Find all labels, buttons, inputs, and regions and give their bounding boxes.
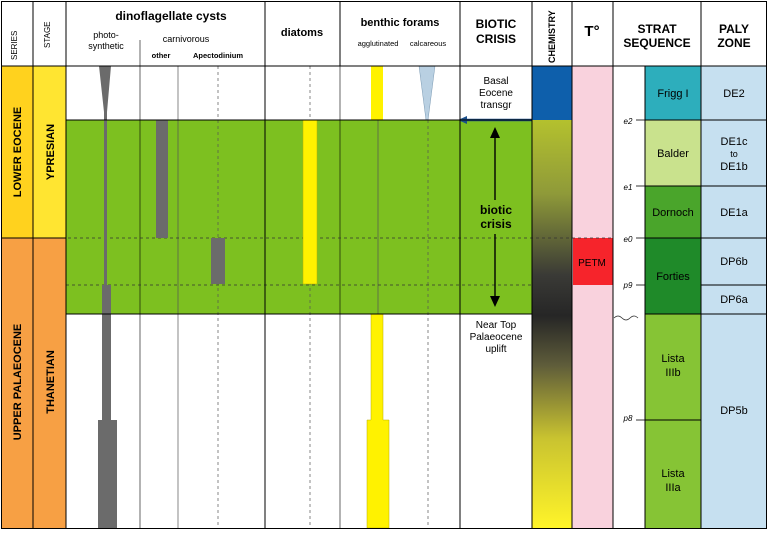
series-upper-palaeocene-label: UPPER PALAEOCENE [12, 324, 24, 441]
sequence-lista-block [645, 314, 701, 528]
header-benthic: benthic forams [361, 17, 440, 29]
header-strat: STRAT [637, 22, 677, 36]
header-crisis: CRISIS [476, 32, 516, 46]
reference-lines [177, 66, 429, 528]
sequence-balder-label: Balder [657, 148, 689, 160]
header-zone: ZONE [717, 36, 750, 50]
chemistry-gradient [532, 120, 572, 528]
photosynthetic-range-bar [98, 66, 117, 528]
series-lower-eocene-fill [2, 66, 33, 238]
paly-zone-column [701, 66, 767, 528]
paly-de2-label: DE2 [723, 88, 744, 100]
header-diatoms: diatoms [281, 27, 323, 39]
temperature-column [572, 66, 613, 528]
paly-dp6a-label: DP6a [720, 294, 748, 306]
paly-dp6b-label: DP6b [720, 256, 748, 268]
chemistry-blue-block [532, 66, 572, 120]
sequence-dornoch-label: Dornoch [652, 207, 694, 219]
series-lower-eocene-label: LOWER EOCENE [12, 107, 24, 197]
petm-block [573, 238, 613, 285]
stage-thanetian-fill [33, 238, 66, 528]
paly-dp5b-label: DP5b [720, 405, 748, 417]
sequence-lista3a-label-1: Lista [661, 468, 685, 480]
header-paly: PALY [719, 22, 749, 36]
header-temperature: T° [584, 23, 599, 40]
surface-p8: p8 [623, 414, 633, 423]
crisis-label-bg [476, 200, 514, 234]
sequence-dornoch-block [645, 186, 701, 238]
annotation-biotic: biotic [480, 203, 512, 217]
paly-to-label: to [730, 149, 738, 159]
annotation-palaeocene: Palaeocene [470, 332, 523, 343]
header-calcareous: calcareous [410, 39, 447, 48]
unconformity-wave [613, 315, 639, 321]
header-series: SERIES [10, 31, 19, 60]
paly-de1c-label: DE1c [721, 136, 748, 148]
sequence-frigg-label: Frigg I [657, 88, 688, 100]
series-upper-palaeocene-fill [2, 238, 33, 528]
sequence-lista3b-label-1: Lista [661, 353, 685, 365]
stage-ypresian-fill [33, 66, 66, 238]
header-photo-1: photo- [93, 30, 119, 40]
paly-de1a-label: DE1a [720, 207, 748, 219]
annotation-uplift: uplift [485, 344, 506, 355]
sequence-balder-block [645, 120, 701, 186]
header-biotic: BIOTIC [476, 17, 517, 31]
header-stage: STAGE [43, 21, 52, 48]
sequence-lista3a-label-2: IIIa [665, 482, 681, 494]
annotation-basal: Basal [483, 76, 508, 87]
inner-dividers [139, 40, 341, 528]
annotation-near-top: Near Top [476, 320, 517, 331]
sequence-forties-label: Forties [656, 271, 690, 283]
surface-ticks [636, 119, 645, 421]
header-carnivorous: carnivorous [163, 34, 210, 44]
annotation-eocene: Eocene [479, 88, 513, 99]
annotation-crisis: crisis [480, 217, 512, 231]
header-chemistry: CHEMISTRY [547, 10, 557, 63]
agglutinated-bar-upper [371, 66, 383, 120]
header-sequence: SEQUENCE [623, 36, 690, 50]
surface-e2: e2 [624, 117, 633, 126]
sequence-lista3b-label-2: IIIb [665, 367, 680, 379]
annotation-transgr: transgr [480, 100, 512, 111]
diatoms-bar [302, 119, 318, 285]
sequence-forties-block [645, 238, 701, 314]
header-dinoflagellate: dinoflagellate cysts [115, 9, 227, 23]
surface-e0: e0 [624, 235, 633, 244]
other-carnivorous-bar [156, 120, 168, 238]
petm-label: PETM [578, 258, 606, 269]
surface-p9: p9 [623, 281, 633, 290]
header-photo-2: synthetic [88, 41, 124, 51]
apectodinium-bar [211, 238, 225, 284]
surface-e1: e1 [624, 183, 633, 192]
paly-de1b-label: DE1b [720, 161, 748, 173]
header-other: other [152, 51, 171, 60]
stage-ypresian-label: YPRESIAN [45, 124, 57, 180]
sequence-frigg-block [645, 66, 701, 120]
header-apectodinium: Apectodinium [193, 51, 243, 60]
header-agglutinated: agglutinated [358, 39, 399, 48]
stage-thanetian-label: THANETIAN [45, 350, 57, 414]
biotic-crisis-band [66, 120, 532, 314]
